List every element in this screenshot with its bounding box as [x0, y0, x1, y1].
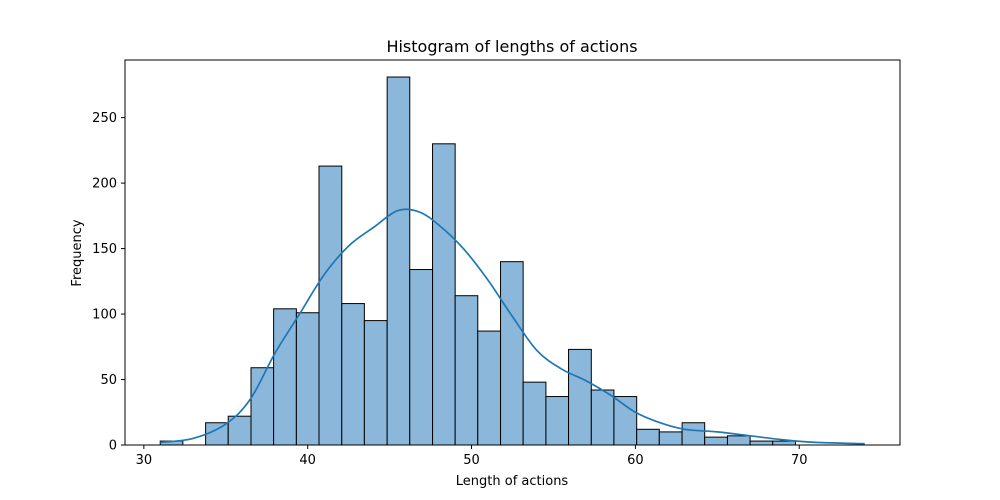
y-tick-label: 50: [100, 373, 117, 388]
histogram-bar: [568, 348, 592, 446]
y-tick-label: 0: [109, 439, 117, 454]
histogram-bar: [658, 431, 683, 446]
histogram-bar: [590, 389, 615, 446]
plot-frame: [124, 59, 901, 446]
histogram-bar: [500, 261, 524, 446]
x-tick-label: 70: [791, 453, 808, 468]
histogram-bar: [749, 440, 774, 446]
histogram-bar: [432, 143, 456, 446]
histogram-bar: [318, 165, 343, 446]
histogram-bar: [363, 320, 388, 446]
histogram-bar: [409, 269, 434, 446]
histogram-bar: [636, 428, 660, 446]
histogram-bar: [613, 396, 638, 446]
histogram-bar: [545, 396, 570, 446]
x-axis-label: Length of actions: [456, 474, 569, 489]
histogram-bar: [295, 312, 320, 446]
y-tick-label: 250: [92, 111, 117, 126]
histogram-bar: [386, 76, 411, 446]
x-tick-label: 30: [136, 453, 153, 468]
histogram-bar: [454, 295, 479, 446]
y-axis-ticks: 0 50 100 150 200 250: [92, 111, 125, 454]
histogram-bar: [772, 440, 796, 446]
x-tick-label: 40: [299, 453, 316, 468]
y-tick-label: 150: [92, 242, 117, 257]
histogram-bar: [726, 435, 751, 446]
x-tick-label: 60: [627, 453, 644, 468]
histogram-bar: [704, 436, 728, 446]
chart-title: Histogram of lengths of actions: [386, 37, 637, 56]
kde-curve: [160, 208, 865, 445]
y-tick-label: 100: [92, 308, 117, 323]
histogram-bar: [522, 381, 547, 446]
y-axis-label: Frequency: [70, 219, 85, 286]
histogram-bar: [341, 303, 365, 446]
histogram-bar: [273, 308, 297, 446]
histogram-bar: [477, 330, 502, 446]
x-tick-label: 50: [463, 453, 480, 468]
x-axis-ticks: 30 40 50 60 70: [136, 445, 808, 468]
histogram-bar: [681, 422, 706, 446]
y-tick-label: 200: [92, 177, 117, 192]
